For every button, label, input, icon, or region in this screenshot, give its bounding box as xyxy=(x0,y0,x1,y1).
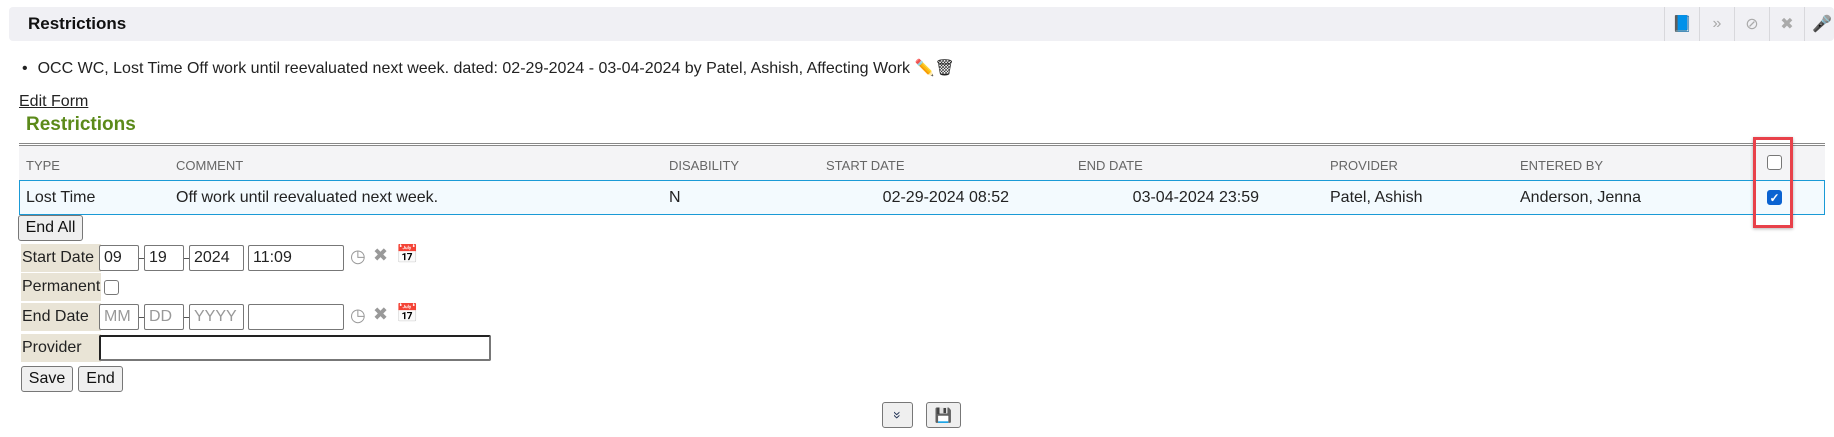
panel-title: Restrictions xyxy=(28,14,127,33)
restriction-summary: • OCC WC, Lost Time Off work until reeval… xyxy=(22,58,955,78)
clear-icon[interactable]: ✖ xyxy=(373,304,389,324)
permanent-checkbox[interactable] xyxy=(104,280,119,295)
end-time-input[interactable] xyxy=(248,304,344,330)
summary-text: OCC WC, Lost Time Off work until reevalu… xyxy=(37,60,911,77)
col-entered-by: ENTERED BY xyxy=(1520,158,1604,173)
permanent-label: Permanent xyxy=(21,273,101,301)
end-month-input[interactable]: MM xyxy=(99,304,139,330)
cell-comment: Off work until reevaluated next week. xyxy=(176,189,439,206)
separator xyxy=(139,317,145,318)
book-icon[interactable]: 📘 xyxy=(1664,7,1699,41)
double-chevron-down-icon: » xyxy=(889,411,906,419)
col-start-date: START DATE xyxy=(826,158,905,173)
floppy-disk-icon: 💾 xyxy=(934,406,953,423)
panel-header: Restrictions 📘 » ⊘ ✖ 🎤 xyxy=(9,7,1834,41)
calendar-icon[interactable]: 📅 xyxy=(396,244,419,264)
section-title: Restrictions xyxy=(26,114,136,135)
cell-start-date: 02-29-2024 08:52 xyxy=(882,189,1009,206)
row-checkbox[interactable]: ✓ xyxy=(1767,190,1782,205)
pencil-icon[interactable]: ✏️ xyxy=(914,60,935,77)
start-year-input[interactable]: 2024 xyxy=(189,245,244,271)
end-year-input[interactable]: YYYY xyxy=(189,304,244,330)
select-all-checkbox[interactable] xyxy=(1767,155,1782,170)
highlight-box xyxy=(1753,137,1793,228)
clear-icon[interactable]: ✖ xyxy=(373,245,389,265)
cell-provider: Patel, Ashish xyxy=(1330,189,1423,206)
col-provider: PROVIDER xyxy=(1330,158,1398,173)
separator xyxy=(139,258,145,259)
bullet: • xyxy=(22,60,28,77)
start-date-label: Start Date xyxy=(21,244,101,272)
start-month-input[interactable]: 09 xyxy=(99,245,139,271)
col-type: TYPE xyxy=(26,158,60,173)
provider-textarea[interactable] xyxy=(99,335,491,361)
table-row[interactable]: Lost Time Off work until reevaluated nex… xyxy=(19,180,1825,215)
end-button[interactable]: End xyxy=(78,366,123,392)
save-button[interactable]: Save xyxy=(21,366,73,392)
cell-disability: N xyxy=(669,189,681,206)
double-chevron-down-icon[interactable]: » xyxy=(1699,7,1734,41)
expand-button[interactable]: » xyxy=(882,402,913,428)
close-icon[interactable]: ✖ xyxy=(1769,7,1804,41)
clock-icon[interactable]: ◷ xyxy=(350,305,366,325)
calendar-icon[interactable]: 📅 xyxy=(396,303,419,323)
save-icon-button[interactable]: 💾 xyxy=(926,402,961,428)
cell-end-date: 03-04-2024 23:59 xyxy=(1132,189,1259,206)
edit-form-link[interactable]: Edit Form xyxy=(19,93,89,110)
table-divider xyxy=(19,143,1825,146)
clock-icon[interactable]: ◷ xyxy=(350,246,366,266)
start-day-input[interactable]: 19 xyxy=(144,245,184,271)
col-disability: DISABILITY xyxy=(669,158,740,173)
microphone-icon[interactable]: 🎤 xyxy=(1804,7,1834,41)
start-time-input[interactable]: 11:09 xyxy=(248,245,344,271)
col-comment: COMMENT xyxy=(176,158,244,173)
provider-label: Provider xyxy=(21,334,101,362)
separator xyxy=(184,317,190,318)
col-end-date: END DATE xyxy=(1078,158,1143,173)
separator xyxy=(184,258,190,259)
end-day-input[interactable]: DD xyxy=(144,304,184,330)
end-date-label: End Date xyxy=(21,303,101,331)
cell-entered-by: Anderson, Jenna xyxy=(1520,189,1641,206)
ban-icon[interactable]: ⊘ xyxy=(1734,7,1769,41)
cell-type: Lost Time xyxy=(26,189,96,206)
trash-icon[interactable]: 🗑 xyxy=(934,60,955,77)
end-all-button[interactable]: End All xyxy=(18,215,83,241)
table-header: TYPE COMMENT DISABILITY START DATE END D… xyxy=(19,146,1825,180)
